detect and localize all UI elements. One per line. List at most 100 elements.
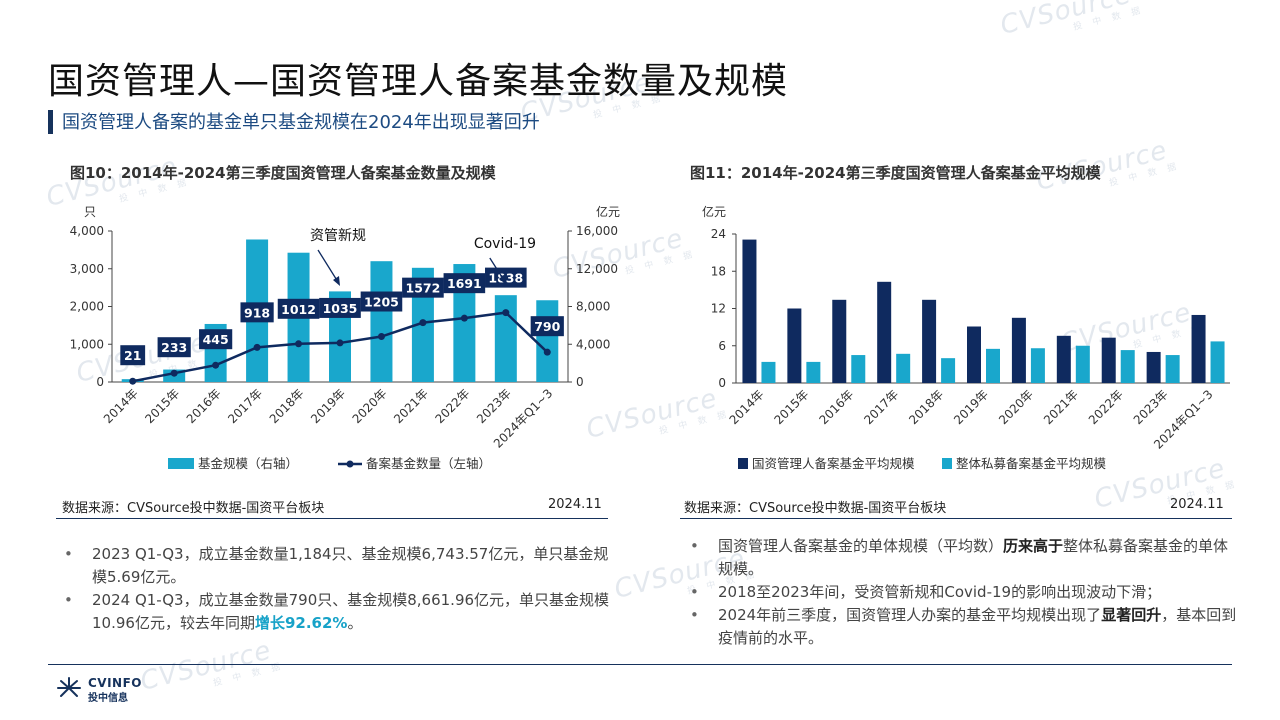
data-label-box xyxy=(277,298,320,319)
bar-soe-avg-size xyxy=(922,299,937,383)
y-tick-label: 24 xyxy=(711,227,726,241)
right-tick-label: 12,000 xyxy=(576,262,618,276)
data-label: 918 xyxy=(244,305,270,320)
bullet-dot: • xyxy=(64,545,73,563)
bar-pe-avg-size xyxy=(941,358,956,383)
annotation-arrowhead xyxy=(498,274,506,284)
bar-soe-avg-size xyxy=(832,299,847,383)
cvinfo-logo-icon xyxy=(57,677,81,697)
data-label-box xyxy=(120,345,146,366)
left-tick-label: 1,000 xyxy=(70,337,104,351)
x-tick-label: 2022年 xyxy=(433,386,473,426)
left-tick-label: 4,000 xyxy=(70,224,104,238)
figure-11-source: 数据来源：CVSource投中数据-国资平台板块 xyxy=(684,501,947,516)
bar-pe-avg-size xyxy=(851,355,866,383)
bullet-item: • 2024年前三季度，国资管理人办案的基金平均规模出现了显著回升，基本回到疫情前… xyxy=(688,604,1240,650)
x-tick-label: 2014年 xyxy=(101,386,141,426)
right-tick-label: 4,000 xyxy=(576,337,610,351)
data-label-box xyxy=(199,329,233,350)
line-point-fund-count xyxy=(419,319,427,327)
bar-fund-size xyxy=(453,264,476,382)
right-tick-label: 0 xyxy=(576,375,584,389)
bullet-text: 历来高于 xyxy=(1003,537,1064,555)
x-tick-label: 2015年 xyxy=(772,387,812,427)
y-tick-label: 12 xyxy=(711,302,726,316)
x-tick-label: 2017年 xyxy=(861,387,901,427)
right-tick-label: 8,000 xyxy=(576,300,610,314)
bullet-dot: • xyxy=(690,606,699,624)
bar-pe-avg-size xyxy=(896,353,911,383)
right-tick-label: 16,000 xyxy=(576,224,618,238)
data-label: 790 xyxy=(534,319,560,334)
right-axis-unit: 亿元 xyxy=(596,204,620,219)
x-tick-label: 2014年 xyxy=(727,387,767,427)
figure-10-date: 2024.11 xyxy=(548,497,602,512)
x-tick-label: 2016年 xyxy=(816,387,856,427)
data-label: 1691 xyxy=(447,276,482,291)
x-tick-label: 2023年 xyxy=(474,386,514,426)
bullet-text: 2023 Q1-Q3，成立基金数量1,184只、基金规模6,743.57亿元，单… xyxy=(92,545,609,586)
data-label: 1572 xyxy=(406,281,441,296)
x-tick-label: 2019年 xyxy=(308,386,348,426)
x-tick-label: 2020年 xyxy=(350,386,390,426)
legend-label: 备案基金数量（左轴） xyxy=(366,456,491,471)
bullet-text: 。 xyxy=(347,614,363,632)
x-tick-label: 2018年 xyxy=(906,387,946,427)
bar-fund-size xyxy=(536,300,559,382)
figure-10-chart: 0 1,000 2,000 3,000 4,000 0 4,000 8,000 12,000 16… xyxy=(70,204,620,471)
data-label-box xyxy=(360,291,403,312)
line-point-fund-count xyxy=(212,361,220,369)
annotation-text: 资管新规 xyxy=(310,228,366,244)
data-label: 1035 xyxy=(323,301,358,316)
data-label-box xyxy=(530,316,564,337)
data-label: 1205 xyxy=(364,295,399,310)
right-bullet-list: • 国资管理人备案基金的单体规模（平均数）历来高于整体私募备案基金的单体规模。 • 2… xyxy=(688,535,1240,650)
logo-name: CVINFO xyxy=(88,676,142,690)
left-axis-unit: 只 xyxy=(84,205,96,219)
left-bullet-list: • 2023 Q1-Q3，成立基金数量1,184只、基金规模6,743.57亿元，… xyxy=(62,543,622,635)
bar-fund-size xyxy=(494,295,517,382)
bar-soe-avg-size xyxy=(1191,314,1206,383)
x-tick-label: 2017年 xyxy=(225,386,265,426)
annotation-arrow xyxy=(489,257,505,281)
line-point-fund-count xyxy=(377,333,385,341)
bar-soe-avg-size xyxy=(1011,317,1026,383)
bullet-dot: • xyxy=(690,583,699,601)
legend-swatch-soe xyxy=(738,458,748,469)
data-label-box xyxy=(240,302,274,323)
x-tick-label: 2022年 xyxy=(1086,387,1126,427)
figure-10-divider xyxy=(56,518,608,519)
bar-pe-avg-size xyxy=(1120,350,1135,383)
bullet-text: 国资管理人备案基金的单体规模（平均数） xyxy=(718,537,1004,555)
figure-11-date: 2024.11 xyxy=(1170,497,1224,512)
left-tick-label: 2,000 xyxy=(70,300,104,314)
x-tick-label: 2016年 xyxy=(184,386,224,426)
x-tick-label: 2020年 xyxy=(996,387,1036,427)
data-label-box xyxy=(485,267,527,288)
bar-pe-avg-size xyxy=(1030,348,1045,383)
data-label-box xyxy=(319,297,361,318)
bar-soe-avg-size xyxy=(967,326,981,383)
y-axis-unit: 亿元 xyxy=(702,204,726,219)
data-label: 1012 xyxy=(281,302,316,317)
bar-pe-avg-size xyxy=(806,361,821,383)
figure-10-source: 数据来源：CVSource投中数据-国资平台板块 xyxy=(62,501,325,516)
data-label-box xyxy=(157,337,191,358)
bullet-item: • 2023 Q1-Q3，成立基金数量1,184只、基金规模6,743.57亿元，… xyxy=(62,543,622,589)
x-tick-label: 2018年 xyxy=(267,386,307,426)
figure-11-title: 图11：2014年-2024第三季度国资管理人备案基金平均规模 xyxy=(690,164,1101,182)
x-tick-label: 2019年 xyxy=(951,387,991,427)
page-subtitle: 国资管理人备案的基金单只基金规模在2024年出现显著回升 xyxy=(62,112,540,133)
left-tick-label: 3,000 xyxy=(70,262,104,276)
bar-soe-avg-size xyxy=(787,308,802,383)
bullet-text: 显著回升 xyxy=(1101,606,1162,624)
bar-pe-avg-size xyxy=(1075,345,1090,383)
bar-soe-avg-size xyxy=(1056,335,1071,383)
line-point-fund-count xyxy=(502,309,510,317)
data-label-box xyxy=(443,273,486,294)
annotation-arrow xyxy=(317,249,339,283)
x-tick-label: 2015年 xyxy=(142,386,182,426)
bullet-dot: • xyxy=(64,591,73,609)
